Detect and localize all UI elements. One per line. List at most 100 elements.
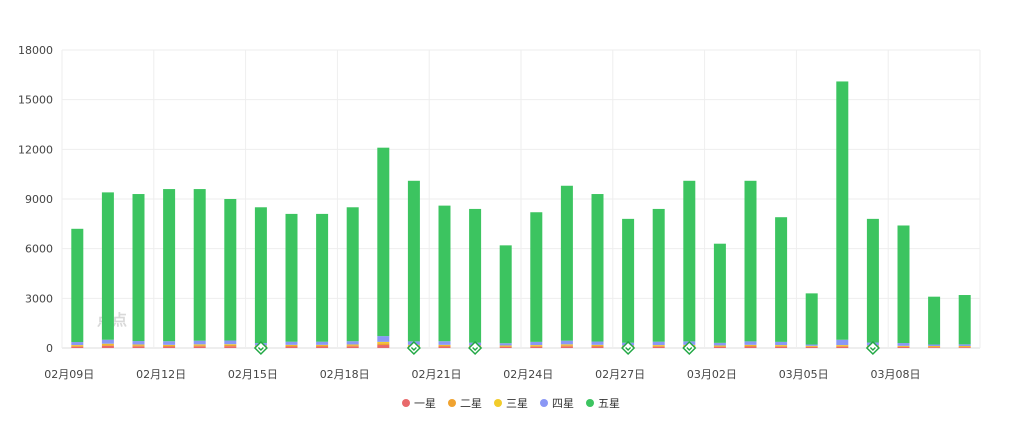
bar-segment[interactable] bbox=[346, 207, 359, 342]
bar-segment[interactable] bbox=[775, 217, 788, 342]
event-marker[interactable] bbox=[468, 340, 483, 356]
bar-segment[interactable] bbox=[193, 189, 206, 341]
bar-segment[interactable] bbox=[438, 346, 451, 348]
bar-segment[interactable] bbox=[224, 340, 237, 345]
bar-segment[interactable] bbox=[744, 346, 757, 348]
bar-segment[interactable] bbox=[775, 345, 788, 346]
bar-segment[interactable] bbox=[530, 212, 543, 342]
bar-segment[interactable] bbox=[805, 293, 818, 345]
bar-segment[interactable] bbox=[193, 345, 206, 347]
bar-segment[interactable] bbox=[836, 345, 849, 346]
bar-segment[interactable] bbox=[101, 344, 114, 346]
bar-segment[interactable] bbox=[958, 295, 971, 345]
bar-segment[interactable] bbox=[163, 341, 176, 345]
bar-segment[interactable] bbox=[591, 194, 604, 342]
bar-segment[interactable] bbox=[193, 344, 206, 346]
event-marker[interactable] bbox=[682, 340, 697, 356]
bar-segment[interactable] bbox=[591, 345, 604, 347]
bar-segment[interactable] bbox=[316, 346, 329, 348]
bar-segment[interactable] bbox=[71, 228, 84, 343]
legend-item[interactable]: 一星 bbox=[402, 397, 436, 410]
bar-segment[interactable] bbox=[744, 341, 757, 345]
bar-segment[interactable] bbox=[346, 346, 359, 348]
event-marker[interactable] bbox=[406, 340, 421, 356]
bar-segment[interactable] bbox=[560, 345, 573, 347]
bar-segment[interactable] bbox=[224, 199, 237, 341]
bar-segment[interactable] bbox=[285, 213, 298, 342]
bar-segment[interactable] bbox=[438, 345, 451, 347]
bar-segment[interactable] bbox=[377, 343, 390, 346]
bar-segment[interactable] bbox=[652, 341, 665, 346]
bar-segment[interactable] bbox=[897, 225, 910, 344]
bar-segment[interactable] bbox=[713, 346, 726, 347]
bar-segment[interactable] bbox=[224, 346, 237, 348]
bar-segment[interactable] bbox=[591, 344, 604, 346]
bar-segment[interactable] bbox=[928, 344, 941, 347]
bar-segment[interactable] bbox=[101, 345, 114, 348]
bar-segment[interactable] bbox=[193, 340, 206, 345]
bar-segment[interactable] bbox=[958, 346, 971, 347]
bar-segment[interactable] bbox=[163, 189, 176, 342]
bar-segment[interactable] bbox=[499, 345, 512, 347]
bar-segment[interactable] bbox=[897, 343, 910, 346]
bar-segment[interactable] bbox=[316, 341, 329, 345]
bar-segment[interactable] bbox=[224, 345, 237, 347]
bar-segment[interactable] bbox=[713, 243, 726, 343]
bar-segment[interactable] bbox=[101, 343, 114, 345]
legend[interactable]: 一星 二星 三星 四星 五星 bbox=[402, 397, 620, 410]
bar-segment[interactable] bbox=[560, 346, 573, 348]
bar-segment[interactable] bbox=[132, 345, 145, 347]
bar-segment[interactable] bbox=[499, 346, 512, 348]
bar-segment[interactable] bbox=[438, 341, 451, 345]
bar-segment[interactable] bbox=[897, 347, 910, 348]
bar-segment[interactable] bbox=[285, 341, 298, 345]
bar-segment[interactable] bbox=[71, 345, 84, 346]
bar-segment[interactable] bbox=[346, 341, 359, 345]
bar-segment[interactable] bbox=[560, 340, 573, 345]
legend-item[interactable]: 二星 bbox=[448, 397, 482, 410]
bar-segment[interactable] bbox=[163, 344, 176, 346]
bar-segment[interactable] bbox=[713, 346, 726, 348]
bar-segment[interactable] bbox=[652, 208, 665, 342]
bar-segment[interactable] bbox=[438, 205, 451, 342]
bar-segment[interactable] bbox=[316, 345, 329, 347]
bar-segment[interactable] bbox=[132, 344, 145, 346]
bar-segment[interactable] bbox=[132, 346, 145, 348]
bar-segment[interactable] bbox=[958, 344, 971, 347]
bar-segment[interactable] bbox=[836, 81, 849, 340]
bar-segment[interactable] bbox=[805, 344, 818, 346]
bar-segment[interactable] bbox=[71, 346, 84, 348]
bar-segment[interactable] bbox=[285, 346, 298, 348]
bar-segment[interactable] bbox=[805, 345, 818, 347]
bar-segment[interactable] bbox=[316, 213, 329, 342]
bar-segment[interactable] bbox=[560, 344, 573, 346]
bar-segment[interactable] bbox=[560, 185, 573, 341]
legend-item[interactable]: 五星 bbox=[586, 397, 620, 410]
bar-segment[interactable] bbox=[101, 192, 114, 340]
bar-segment[interactable] bbox=[132, 194, 145, 342]
bar-segment[interactable] bbox=[530, 346, 543, 348]
bar-segment[interactable] bbox=[285, 344, 298, 346]
bar-segment[interactable] bbox=[346, 345, 359, 347]
bar-segment[interactable] bbox=[530, 341, 543, 346]
bar-segment[interactable] bbox=[163, 345, 176, 347]
event-marker[interactable] bbox=[253, 340, 268, 356]
bar-segment[interactable] bbox=[377, 345, 390, 348]
bar-segment[interactable] bbox=[652, 346, 665, 348]
bar-segment[interactable] bbox=[713, 342, 726, 346]
bar-segment[interactable] bbox=[928, 347, 941, 348]
bar-segment[interactable] bbox=[958, 346, 971, 348]
bar-segment[interactable] bbox=[897, 346, 910, 348]
event-marker[interactable] bbox=[865, 340, 880, 356]
bar-segment[interactable] bbox=[71, 345, 84, 347]
bar-segment[interactable] bbox=[836, 346, 849, 348]
bar-segment[interactable] bbox=[499, 245, 512, 344]
bar-segment[interactable] bbox=[744, 344, 757, 346]
bar-segment[interactable] bbox=[713, 345, 726, 347]
bar-segment[interactable] bbox=[958, 347, 971, 348]
bar-segment[interactable] bbox=[775, 345, 788, 347]
bar-segment[interactable] bbox=[346, 344, 359, 346]
bar-segment[interactable] bbox=[499, 343, 512, 346]
event-marker[interactable] bbox=[621, 340, 636, 356]
legend-item[interactable]: 三星 bbox=[494, 397, 528, 410]
